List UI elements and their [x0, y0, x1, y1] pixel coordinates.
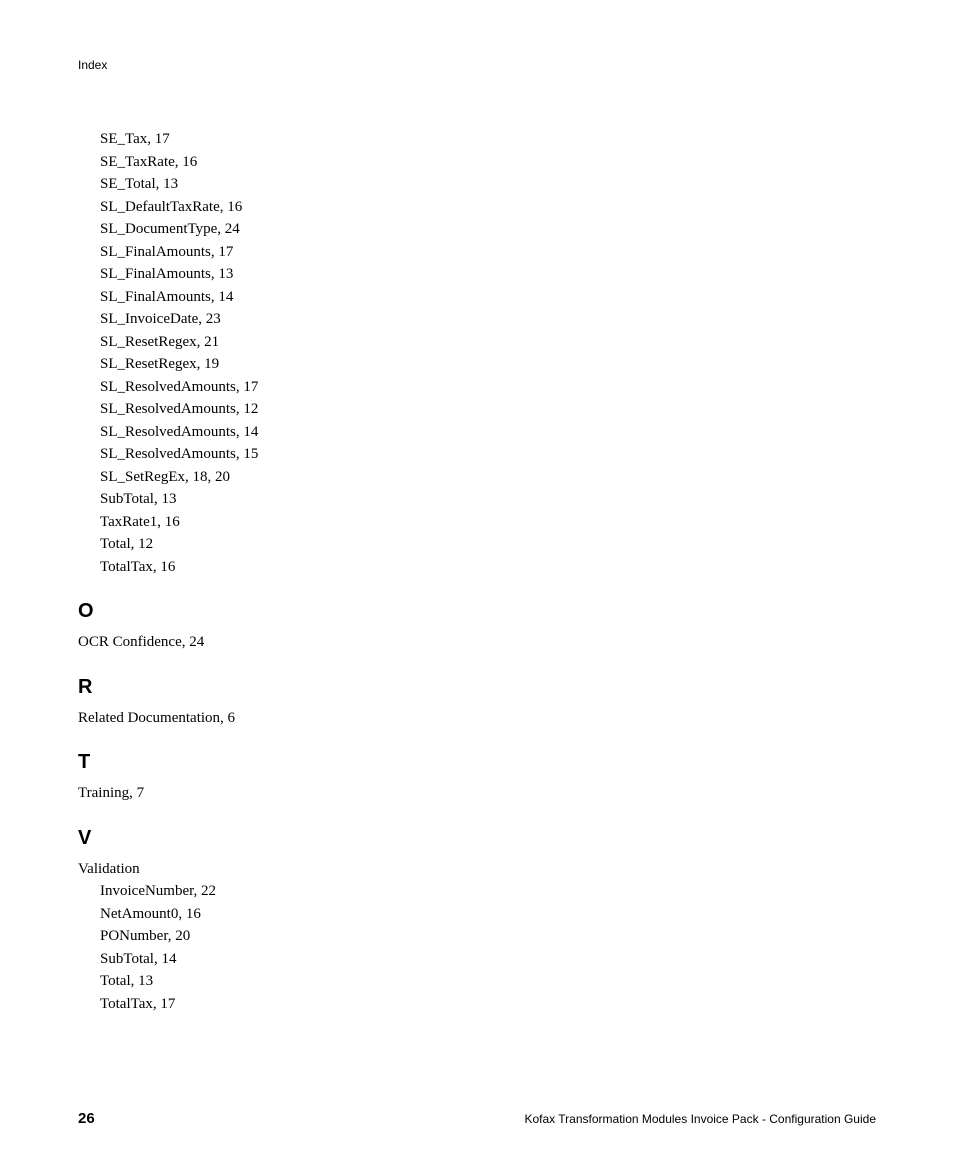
index-subentry: SubTotal, 14 [100, 948, 876, 971]
index-entry: SubTotal, 13 [100, 488, 876, 511]
index-entry: SL_ResetRegex, 19 [100, 353, 876, 376]
index-subentry: PONumber, 20 [100, 925, 876, 948]
index-entry: SL_SetRegEx, 18, 20 [100, 466, 876, 489]
index-subentry: Total, 13 [100, 970, 876, 993]
index-entry: OCR Confidence, 24 [78, 631, 876, 654]
index-section-letter: R [78, 676, 876, 699]
index-entry: SL_DefaultTaxRate, 16 [100, 196, 876, 219]
index-section-letter: O [78, 600, 876, 623]
sections-block: O OCR Confidence, 24 R Related Documentatio… [78, 600, 876, 1015]
index-entry: Training, 7 [78, 782, 876, 805]
index-entry: SL_FinalAmounts, 17 [100, 241, 876, 264]
page-number: 26 [78, 1110, 95, 1127]
footer-doc-title: Kofax Transformation Modules Invoice Pac… [524, 1112, 876, 1126]
index-entry: SE_Tax, 17 [100, 128, 876, 151]
index-entry: SE_TaxRate, 16 [100, 151, 876, 174]
index-entry: SL_DocumentType, 24 [100, 218, 876, 241]
index-subentry: TotalTax, 17 [100, 993, 876, 1016]
index-entry: SL_InvoiceDate, 23 [100, 308, 876, 331]
index-entry: TotalTax, 16 [100, 556, 876, 579]
index-entry: SL_ResolvedAmounts, 12 [100, 398, 876, 421]
index-entry: SL_ResetRegex, 21 [100, 331, 876, 354]
index-subentry: InvoiceNumber, 22 [100, 880, 876, 903]
index-entry: Related Documentation, 6 [78, 707, 876, 730]
index-entry: Validation [78, 858, 876, 881]
index-entry: SL_FinalAmounts, 13 [100, 263, 876, 286]
index-entry: SL_ResolvedAmounts, 17 [100, 376, 876, 399]
index-section-letter: T [78, 751, 876, 774]
page-footer: 26 Kofax Transformation Modules Invoice … [78, 1110, 876, 1127]
index-content: SE_Tax, 17SE_TaxRate, 16SE_Total, 13SL_D… [78, 128, 876, 1015]
index-subentry: NetAmount0, 16 [100, 903, 876, 926]
index-entry: Total, 12 [100, 533, 876, 556]
index-entry: SL_FinalAmounts, 14 [100, 286, 876, 309]
running-header: Index [78, 58, 876, 72]
index-entry: SE_Total, 13 [100, 173, 876, 196]
pre-entries-block: SE_Tax, 17SE_TaxRate, 16SE_Total, 13SL_D… [78, 128, 876, 578]
index-entry: SL_ResolvedAmounts, 14 [100, 421, 876, 444]
index-entry: TaxRate1, 16 [100, 511, 876, 534]
index-entry: SL_ResolvedAmounts, 15 [100, 443, 876, 466]
index-section-letter: V [78, 827, 876, 850]
